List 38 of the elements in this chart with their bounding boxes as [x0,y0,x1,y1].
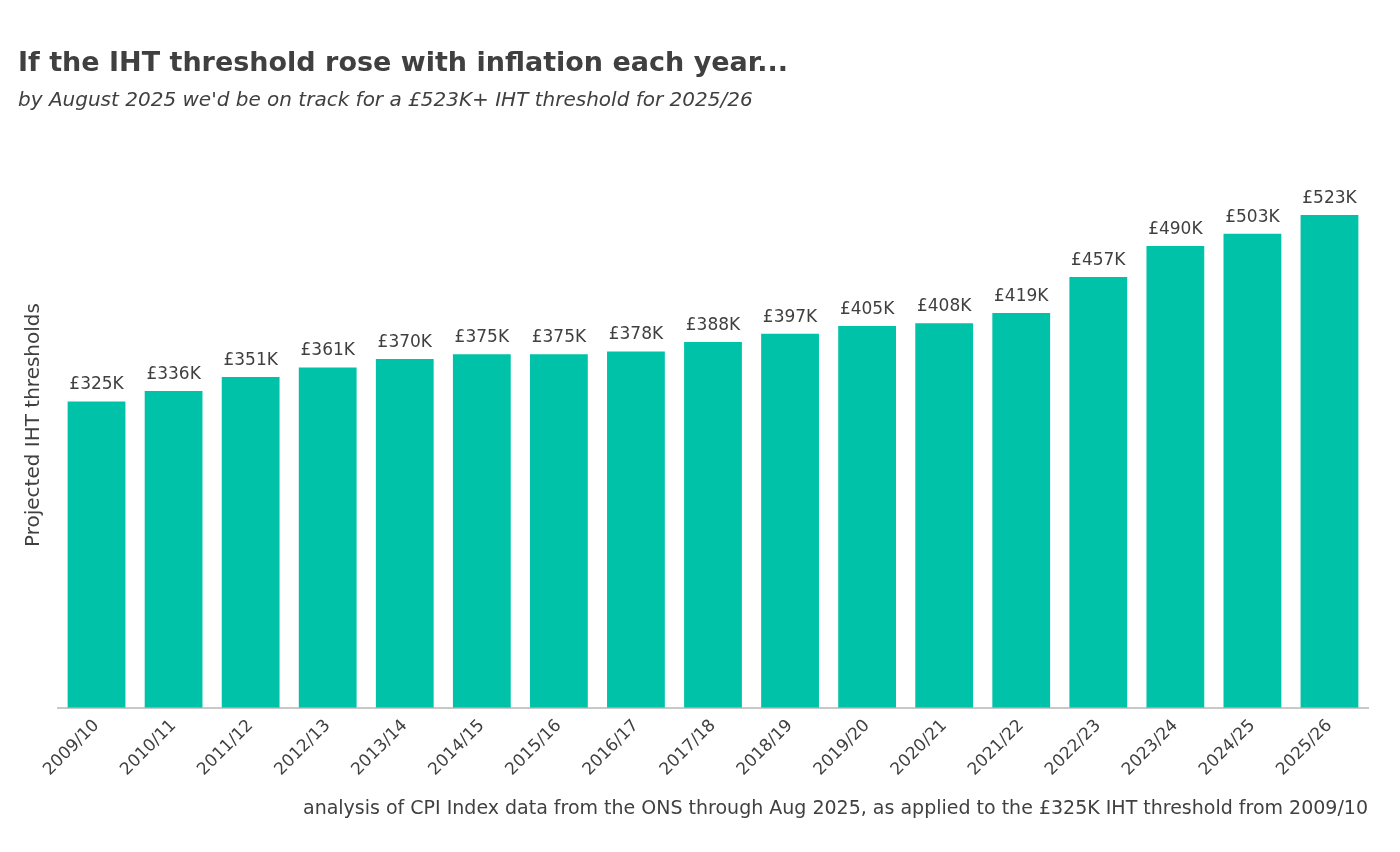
bar [838,326,897,708]
data-label: £378K [608,323,664,344]
data-label: £361K [300,339,356,360]
data-label: £503K [1225,205,1281,226]
data-label: £408K [916,295,973,316]
bar [221,376,280,708]
data-label: £370K [377,331,433,351]
data-label: £336K [146,363,202,384]
data-label: £388K [685,314,742,335]
text: analysis of CPI Index data from the ONS through Aug 2025, as applied to the £325K IHT threshold from 2009/10 [302,796,1369,818]
data-label: £457K [1071,249,1127,270]
bar [684,342,742,708]
data-label: £523K [1302,186,1358,207]
data-label: £325K [69,373,125,394]
bar [298,367,357,708]
data-label: £375K [531,326,587,347]
bar [761,333,819,708]
bar [915,323,974,708]
data-label: £375K [454,326,510,347]
bar [375,359,434,708]
bar [607,351,665,708]
bar [992,312,1051,708]
bar [1146,246,1205,708]
chart-title: If the IHT threshold rose with inflation each year... [18,46,789,78]
bar [452,354,511,708]
chart-subtitle: by August 2025 we'd be on track for a £523K+ IHT threshold for 2025/26 [18,86,753,111]
bar [1069,277,1128,708]
y-axis-title: Projected IHT thresholds [20,303,45,547]
bar [1223,233,1282,708]
bar [1300,214,1359,708]
bar [144,391,203,708]
bar [67,401,126,708]
data-label: £405K [839,298,896,319]
data-label: £351K [223,348,279,369]
data-label: £397K [762,305,819,326]
bar [529,354,588,708]
data-label: £490K [1148,217,1204,238]
data-label: £419K [994,284,1050,305]
